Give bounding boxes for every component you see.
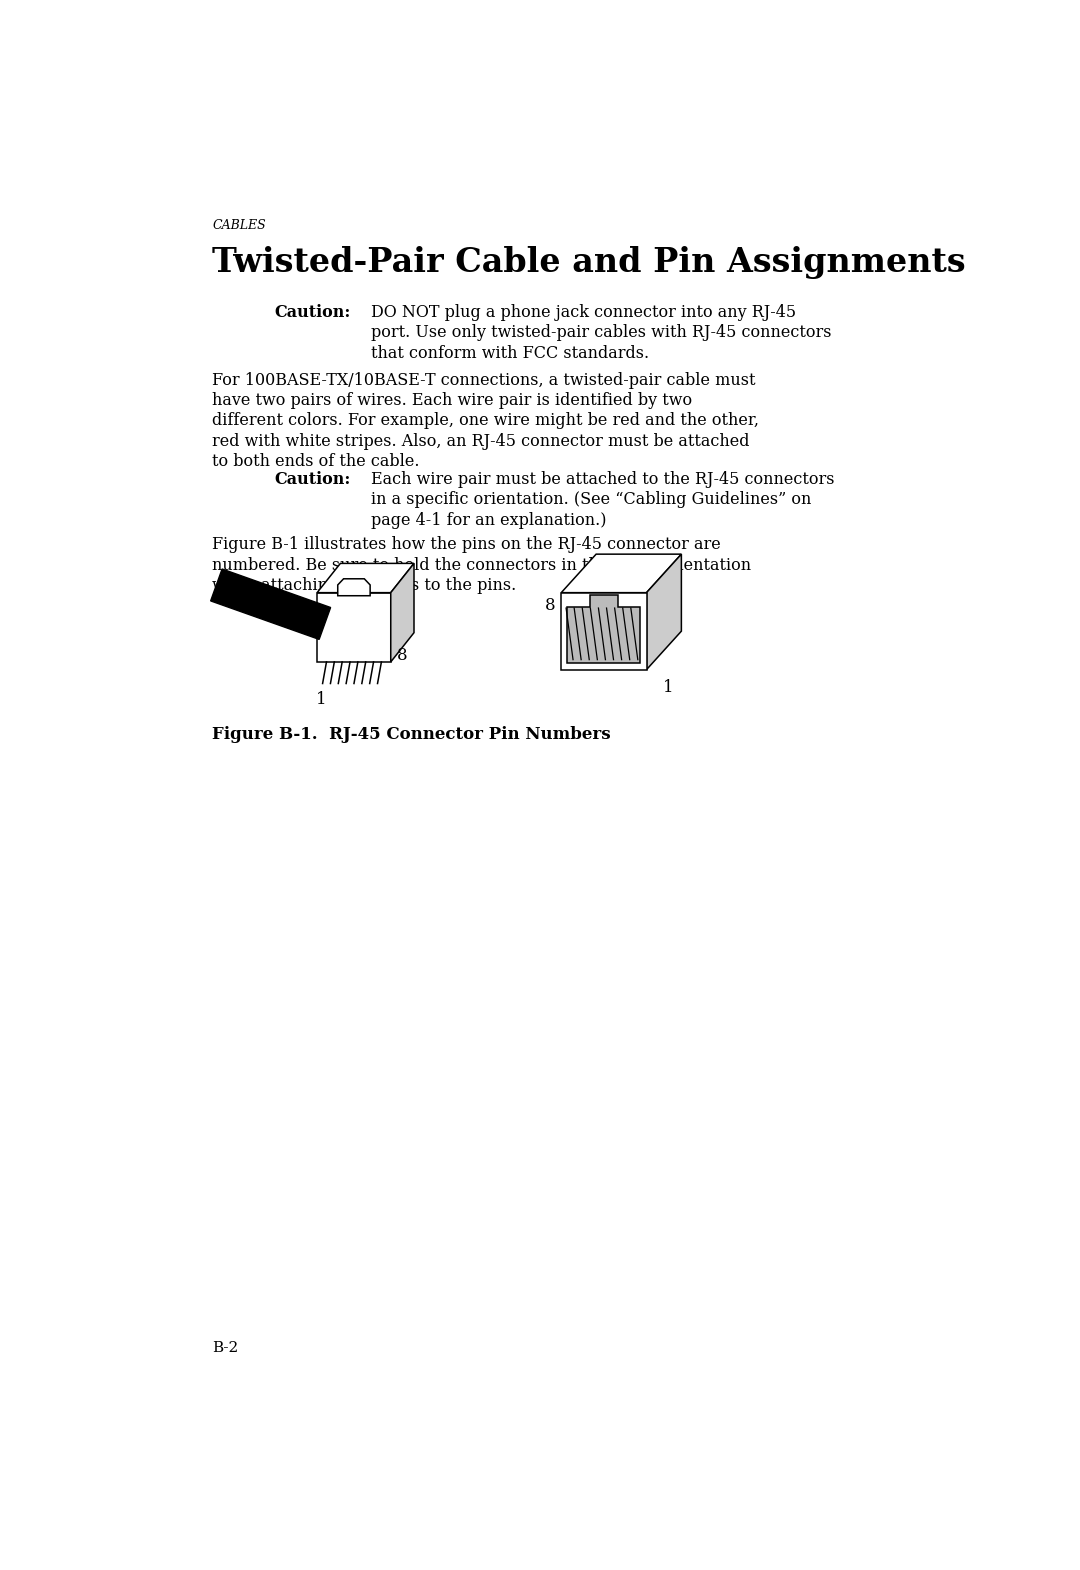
Polygon shape [211,568,330,639]
Text: 8: 8 [397,647,407,664]
Text: Each wire pair must be attached to the RJ-45 connectors: Each wire pair must be attached to the R… [372,471,835,488]
Text: to both ends of the cable.: to both ends of the cable. [213,454,420,471]
Text: 1: 1 [662,678,673,696]
Text: 8: 8 [544,597,555,614]
Polygon shape [318,564,414,592]
Text: different colors. For example, one wire might be red and the other,: different colors. For example, one wire … [213,413,759,430]
Polygon shape [338,579,370,595]
Polygon shape [567,595,640,664]
Text: B-2: B-2 [213,1341,239,1355]
Polygon shape [318,592,391,663]
Polygon shape [391,564,414,663]
Text: numbered. Be sure to hold the connectors in the same orientation: numbered. Be sure to hold the connectors… [213,557,752,575]
Text: 1: 1 [315,691,326,708]
Text: CABLES: CABLES [213,220,267,232]
Polygon shape [562,592,647,670]
Polygon shape [562,554,681,592]
Text: have two pairs of wires. Each wire pair is identified by two: have two pairs of wires. Each wire pair … [213,392,692,410]
Text: in a specific orientation. (See “Cabling Guidelines” on: in a specific orientation. (See “Cabling… [372,491,812,509]
Text: Caution:: Caution: [274,471,351,488]
Text: when attaching the wires to the pins.: when attaching the wires to the pins. [213,578,516,595]
Text: Figure B-1.  RJ-45 Connector Pin Numbers: Figure B-1. RJ-45 Connector Pin Numbers [213,725,611,743]
Text: page 4-1 for an explanation.): page 4-1 for an explanation.) [372,512,607,529]
Polygon shape [647,554,681,670]
Text: that conform with FCC standards.: that conform with FCC standards. [372,345,649,361]
Text: red with white stripes. Also, an RJ-45 connector must be attached: red with white stripes. Also, an RJ-45 c… [213,433,750,451]
Text: port. Use only twisted-pair cables with RJ-45 connectors: port. Use only twisted-pair cables with … [372,325,832,341]
Text: Caution:: Caution: [274,305,351,320]
Text: For 100BASE-TX/10BASE-T connections, a twisted-pair cable must: For 100BASE-TX/10BASE-T connections, a t… [213,372,756,389]
Text: DO NOT plug a phone jack connector into any RJ-45: DO NOT plug a phone jack connector into … [372,305,797,320]
Text: Twisted-Pair Cable and Pin Assignments: Twisted-Pair Cable and Pin Assignments [213,246,967,279]
Text: Figure B-1 illustrates how the pins on the RJ-45 connector are: Figure B-1 illustrates how the pins on t… [213,537,721,554]
